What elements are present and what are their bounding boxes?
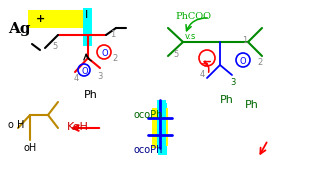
Bar: [83, 8, 92, 46]
Text: oH: oH: [24, 143, 37, 153]
Bar: [158, 103, 167, 155]
Text: KoH: KoH: [67, 122, 89, 132]
Text: 1: 1: [242, 36, 247, 45]
Bar: [157, 100, 166, 152]
Text: 1: 1: [110, 30, 115, 39]
Text: Ag: Ag: [8, 22, 30, 36]
Text: ocoPh: ocoPh: [134, 110, 164, 120]
Text: v.s: v.s: [185, 32, 196, 41]
Text: 2: 2: [112, 54, 117, 63]
Text: 4: 4: [200, 70, 205, 79]
Text: o H: o H: [8, 120, 24, 130]
Text: Ph: Ph: [245, 100, 259, 110]
Text: 5: 5: [52, 42, 57, 51]
Text: I: I: [85, 10, 88, 20]
Text: 5: 5: [173, 50, 178, 59]
Text: O: O: [240, 57, 247, 66]
Text: 3: 3: [230, 78, 236, 87]
Text: Ph: Ph: [220, 95, 234, 105]
Text: Ph: Ph: [84, 90, 98, 100]
Bar: [28, 10, 86, 28]
Bar: [152, 108, 168, 146]
Bar: [152, 110, 165, 148]
Text: O: O: [81, 67, 88, 76]
Text: O: O: [101, 49, 108, 58]
Text: 4: 4: [74, 74, 79, 83]
Text: PhCOO: PhCOO: [175, 12, 211, 21]
Text: 3: 3: [97, 72, 102, 81]
Text: ocoPh: ocoPh: [134, 145, 164, 155]
Text: +: +: [36, 14, 45, 24]
Text: 2: 2: [257, 58, 262, 67]
Text: +: +: [200, 59, 208, 69]
